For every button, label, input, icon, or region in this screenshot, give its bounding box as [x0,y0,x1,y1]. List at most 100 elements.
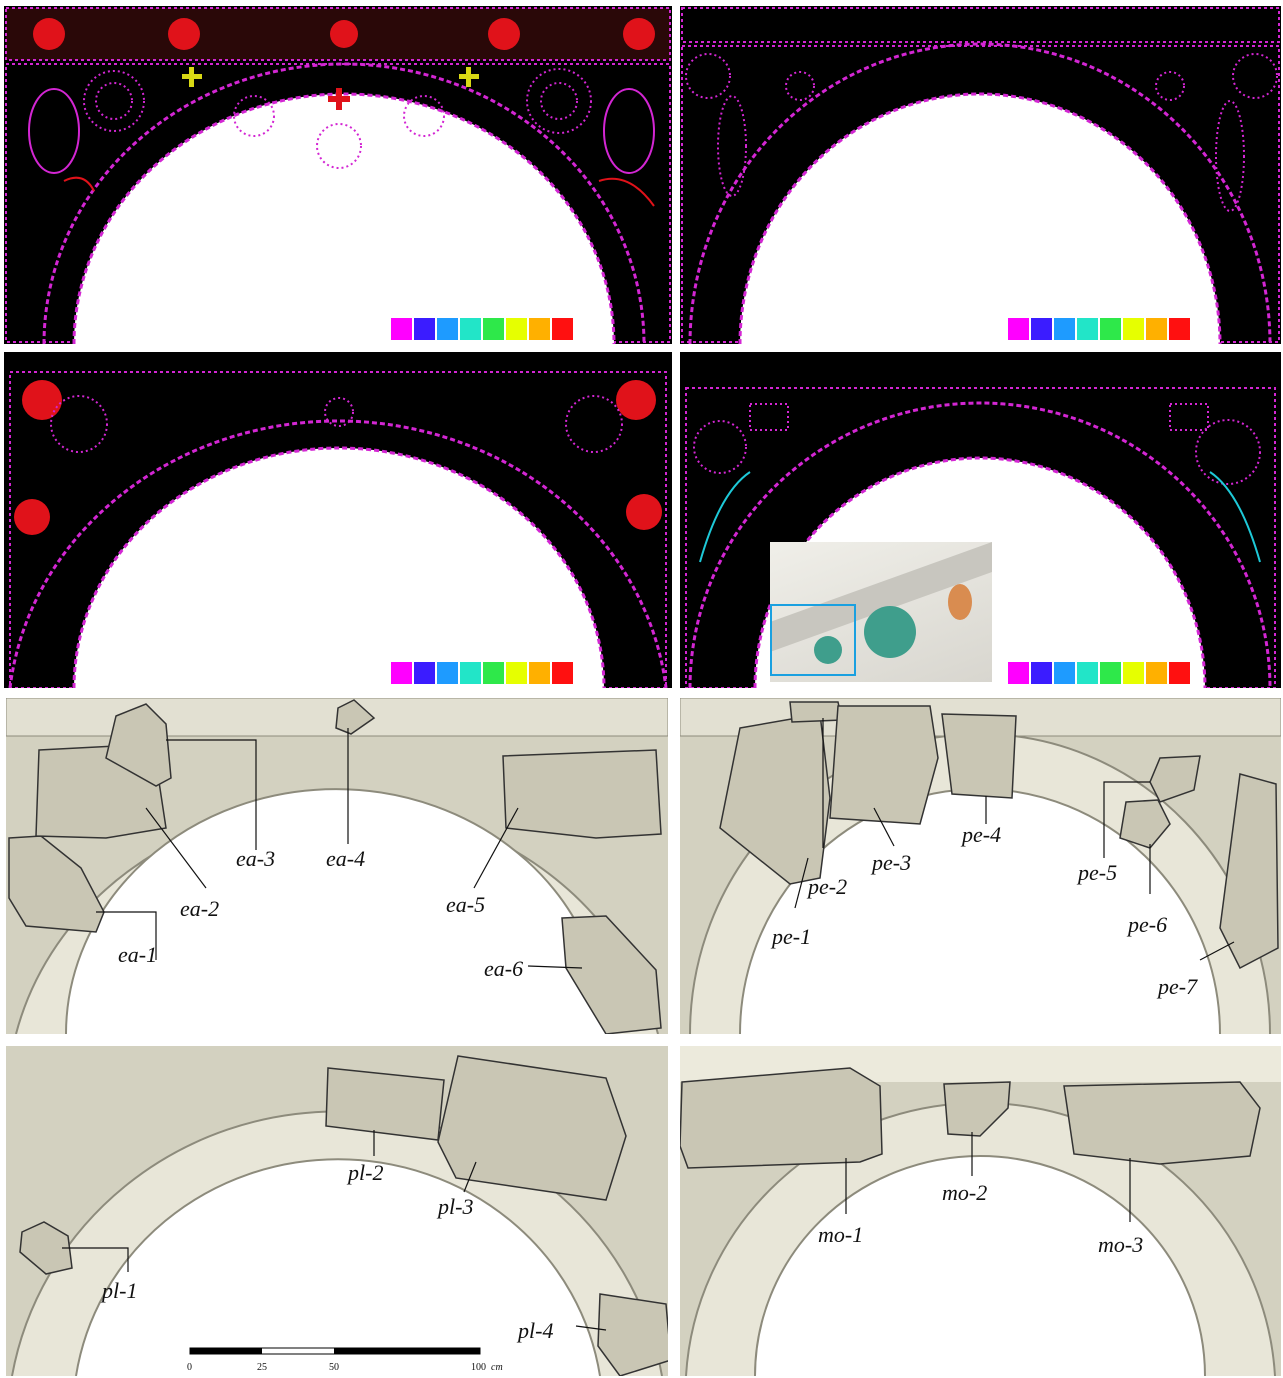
label-pe-7: pe-7 [1156,974,1198,999]
panel-pl-fragments: pl-1 pl-2 pl-3 pl-4 0 25 50 100 cm [6,1046,668,1376]
inset-highlight-frame [770,604,856,676]
scale-tick-0: 0 [187,1362,192,1373]
label-pl-1: pl-1 [100,1278,137,1303]
pl-fragment-drawing: pl-1 pl-2 pl-3 pl-4 0 25 50 100 cm [6,1046,668,1376]
label-mo-2: mo-2 [942,1180,987,1205]
palette-swatch [460,318,481,340]
fragment-ea-5 [502,749,662,839]
color-palette [1008,318,1190,340]
scroll-ornaments [685,53,1278,212]
fragment-mo-3 [1063,1081,1261,1165]
palette-swatch [1100,662,1121,684]
palette-swatch [1031,662,1052,684]
label-pl-3: pl-3 [436,1194,473,1219]
pe-fragment-drawing: pe-1 pe-2 pe-3 pe-4 pe-5 pe-6 pe-7 [680,698,1281,1034]
label-pe-6: pe-6 [1126,912,1167,937]
label-ea-3: ea-3 [236,846,275,871]
fragment-ea-1 [8,835,105,933]
label-pl-4: pl-4 [516,1318,553,1343]
yellow-cross-ornaments [182,67,479,87]
spiral-rosettes [50,395,623,453]
palette-swatch [1008,662,1029,684]
red-cross-ornament [328,88,350,110]
label-ea-1: ea-1 [118,942,157,967]
fragment-pl-4 [597,1293,668,1376]
scale-tick-50: 50 [329,1362,339,1373]
palette-swatch [552,662,573,684]
fragment-pe-6 [1119,799,1171,849]
mosaic-photo-inset [770,542,992,682]
fragment-pe-4 [941,713,1017,799]
red-animal-figures [63,176,655,207]
palette-swatch [391,662,412,684]
fragment-ea-4 [335,699,376,735]
panel-pl-color-map [4,352,672,688]
palette-swatch [437,662,458,684]
panel-ea-fragments: ea-1 ea-2 ea-3 ea-4 ea-5 ea-6 [6,698,668,1034]
label-pe-1: pe-1 [770,924,811,949]
palette-swatch [1008,318,1029,340]
label-mo-3: mo-3 [1098,1232,1143,1257]
scale-unit: cm [491,1362,503,1373]
label-pl-2: pl-2 [346,1160,383,1185]
fragment-pl-1 [19,1221,73,1275]
palette-swatch [1146,318,1167,340]
palette-swatch [1100,318,1121,340]
pl-leader-lines [62,1130,607,1331]
ea-leader-lines [96,728,583,969]
scale-tick-25: 25 [257,1362,267,1373]
palette-swatch [1169,662,1190,684]
bird-figures [28,88,655,174]
fragment-ea-3 [105,703,172,787]
fragment-pe-5 [1149,755,1201,803]
mo-leader-lines [845,1132,1131,1222]
palette-swatch [437,318,458,340]
cyan-dolphin-figures [699,471,1261,563]
panel-pe-fragments: pe-1 pe-2 pe-3 pe-4 pe-5 pe-6 pe-7 [680,698,1281,1034]
pe-color-map-drawing [680,6,1281,344]
label-ea-4: ea-4 [326,846,365,871]
color-palette [1008,662,1190,684]
palette-swatch [1123,318,1144,340]
fragment-mo-1 [680,1067,883,1169]
scale-bar: 0 25 50 100 cm [187,1347,503,1373]
color-palette [391,318,573,340]
palette-swatch [1077,662,1098,684]
palette-swatch [1031,318,1052,340]
fragment-pe-3 [829,705,939,825]
palette-swatch [1054,662,1075,684]
panel-mo-fragments: mo-1 mo-2 mo-3 [680,1046,1281,1376]
pl-color-map-drawing [4,352,672,688]
palette-swatch [529,662,550,684]
pe-fragments [719,701,1279,970]
fragment-pl-3 [437,1055,627,1201]
palette-swatch [552,318,573,340]
fragment-mo-2 [943,1081,1011,1137]
ea-fragments [8,699,662,1034]
dragon-ornaments [693,403,1261,485]
palette-swatch [1054,318,1075,340]
label-mo-1: mo-1 [818,1222,863,1247]
red-grape-ornaments [33,18,655,50]
label-pe-2: pe-2 [806,874,847,899]
panel-pe-color-map [680,6,1281,344]
pe-leader-lines [794,718,1235,961]
palette-swatch [506,318,527,340]
mo-fragments [680,1067,1261,1169]
palette-swatch [483,318,504,340]
panel-mo-color-map [680,352,1281,688]
label-ea-6: ea-6 [484,956,523,981]
color-palette [391,662,573,684]
fragment-pe-7 [1219,773,1279,970]
palette-swatch [1123,662,1144,684]
panel-ea-color-map [4,6,672,344]
label-ea-2: ea-2 [180,896,219,921]
red-rosette-ornaments [14,380,662,535]
scale-tick-100: 100 [471,1362,486,1373]
label-pe-4: pe-4 [960,822,1001,847]
ea-color-map-drawing [4,6,672,344]
palette-swatch [460,662,481,684]
mo-fragment-drawing: mo-1 mo-2 mo-3 [680,1046,1281,1376]
ea-fragment-drawing: ea-1 ea-2 ea-3 ea-4 ea-5 ea-6 [6,698,668,1034]
label-pe-3: pe-3 [870,850,911,875]
